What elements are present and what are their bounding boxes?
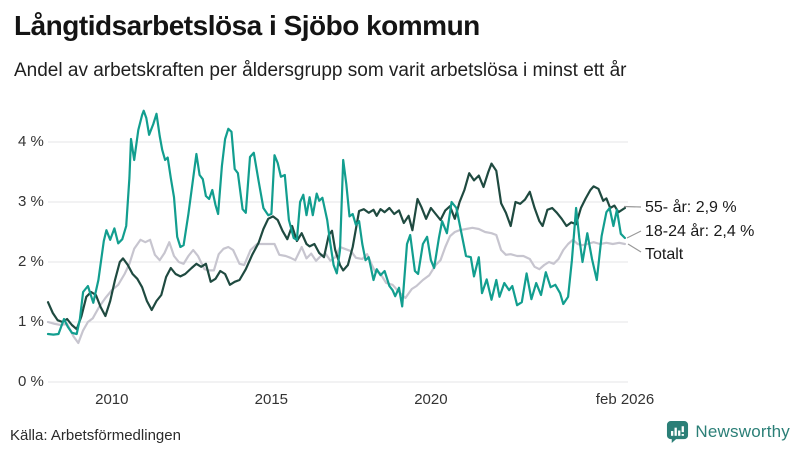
series-end-label-55: 55- år: 2,9 %	[645, 199, 737, 216]
series-end-label-18-24: 18-24 år: 2,4 %	[645, 223, 755, 240]
series-lines	[46, 109, 627, 345]
leader-line-totalt	[627, 243, 642, 253]
leader-line-55	[623, 205, 642, 208]
series-line-55-r	[46, 162, 627, 331]
source-note: Källa: Arbetsförmedlingen	[10, 427, 181, 444]
page-title: Långtidsarbetslösa i Sjöbo kommun	[14, 10, 480, 41]
leader-line-18-24	[626, 230, 642, 239]
series-end-label-totalt: Totalt	[645, 246, 684, 263]
newsworthy-logo-icon	[667, 420, 689, 443]
newsworthy-logo-link[interactable]: Newsworthy	[666, 420, 790, 443]
series-line-18-24-r	[46, 109, 627, 336]
bar-chart-glyph	[671, 426, 685, 436]
label-leader-lines	[623, 205, 642, 253]
chart-subtitle: Andel av arbetskraften per åldersgrupp s…	[14, 60, 627, 81]
series-line-totalt	[46, 226, 627, 345]
newsworthy-logo-text: Newsworthy	[695, 421, 790, 441]
gridlines	[48, 141, 628, 383]
